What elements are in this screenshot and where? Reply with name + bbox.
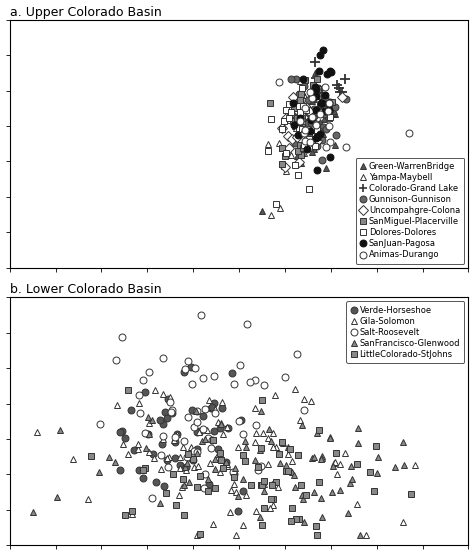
Text: b. Lower Colorado Basin: b. Lower Colorado Basin [10,283,161,296]
Legend: Verde-Horseshoe, Gila-Solomon, Salt-Roosevelt, SanFrancisco-Glenwood, LittleColo: Verde-Horseshoe, Gila-Solomon, Salt-Roos… [346,301,464,363]
Text: a. Upper Colorado Basin: a. Upper Colorado Basin [10,6,162,18]
Legend: Green-WarrenBridge, Yampa-Maybell, Colorado-Grand Lake, Gunnison-Gunnison, Uncom: Green-WarrenBridge, Yampa-Maybell, Color… [356,158,464,264]
